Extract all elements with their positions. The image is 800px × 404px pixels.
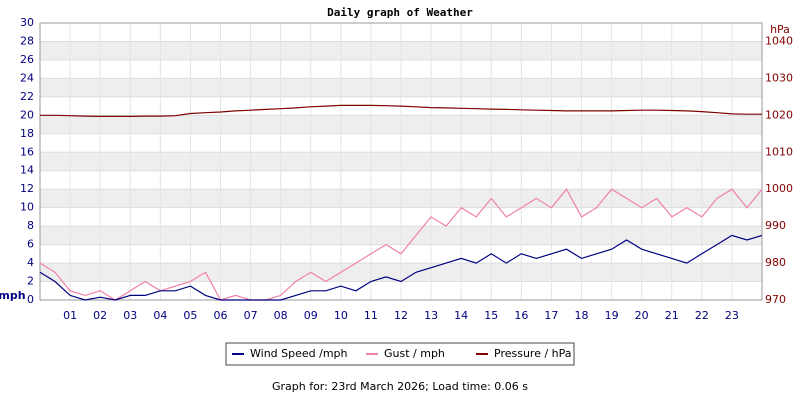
y-tick-label: 4 <box>27 256 34 269</box>
y-tick-label: 10 <box>20 201 34 214</box>
x-tick-label: 08 <box>274 309 288 322</box>
y2-tick-label: 970 <box>765 293 786 306</box>
legend: Wind Speed /mph Gust / mph Pressure / hPa <box>225 342 575 366</box>
y-tick-label: 14 <box>20 164 34 177</box>
x-tick-label: 10 <box>334 309 348 322</box>
y-axis-label: mph <box>0 289 26 302</box>
y-tick-label: 20 <box>20 108 34 121</box>
y2-tick-label: 980 <box>765 256 786 269</box>
y-tick-label: 16 <box>20 145 34 158</box>
y2-tick-label: 1030 <box>765 71 793 84</box>
y-tick-label: 12 <box>20 182 34 195</box>
legend-box <box>225 342 575 366</box>
y-tick-label: 2 <box>27 275 34 288</box>
y2-tick-label: 1020 <box>765 108 793 121</box>
x-tick-label: 18 <box>575 309 589 322</box>
x-tick-label: 01 <box>63 309 77 322</box>
x-tick-label: 14 <box>454 309 468 322</box>
y-tick-label: 24 <box>20 71 34 84</box>
x-tick-label: 17 <box>544 309 558 322</box>
y-tick-label: 28 <box>20 34 34 47</box>
chart-title: Daily graph of Weather <box>327 6 473 19</box>
y2-tick-label: 1000 <box>765 182 793 195</box>
x-tick-label: 19 <box>605 309 619 322</box>
y-tick-label: 8 <box>27 219 34 232</box>
x-tick-label: 22 <box>695 309 709 322</box>
y2-tick-label: 1010 <box>765 145 793 158</box>
x-tick-label: 23 <box>725 309 739 322</box>
grid <box>40 22 762 301</box>
x-tick-label: 20 <box>635 309 649 322</box>
x-tick-label: 05 <box>183 309 197 322</box>
x-tick-label: 13 <box>424 309 438 322</box>
y-tick-label: 30 <box>20 16 34 29</box>
series-line <box>40 104 762 117</box>
footer: Graph for: 23rd March 2026; Load time: 0… <box>272 380 528 393</box>
x-tick-label: 09 <box>304 309 318 322</box>
y-tick-label: 26 <box>20 53 34 66</box>
x-tick-label: 02 <box>93 309 107 322</box>
x-tick-label: 21 <box>665 309 679 322</box>
x-tick-label: 12 <box>394 309 408 322</box>
plot-frame <box>39 22 763 301</box>
x-tick-label: 06 <box>214 309 228 322</box>
x-tick-label: 15 <box>484 309 498 322</box>
y-tick-label: 0 <box>27 293 34 306</box>
y-tick-label: 22 <box>20 90 34 103</box>
x-tick-label: 11 <box>364 309 378 322</box>
y2-axis-label: hPa <box>770 23 790 36</box>
series-line <box>39 234 763 301</box>
y2-tick-label: 990 <box>765 219 786 232</box>
x-tick-label: 07 <box>244 309 258 322</box>
x-tick-label: 04 <box>153 309 167 322</box>
x-tick-label: 03 <box>123 309 137 322</box>
legend-label: Gust / mph <box>384 347 445 360</box>
y-tick-label: 18 <box>20 127 34 140</box>
y-tick-label: 6 <box>27 238 34 251</box>
x-tick-label: 16 <box>514 309 528 322</box>
legend-label: Pressure / hPa <box>494 347 572 360</box>
legend-label: Wind Speed /mph <box>250 347 348 360</box>
y2-tick-label: 1040 <box>765 34 793 47</box>
